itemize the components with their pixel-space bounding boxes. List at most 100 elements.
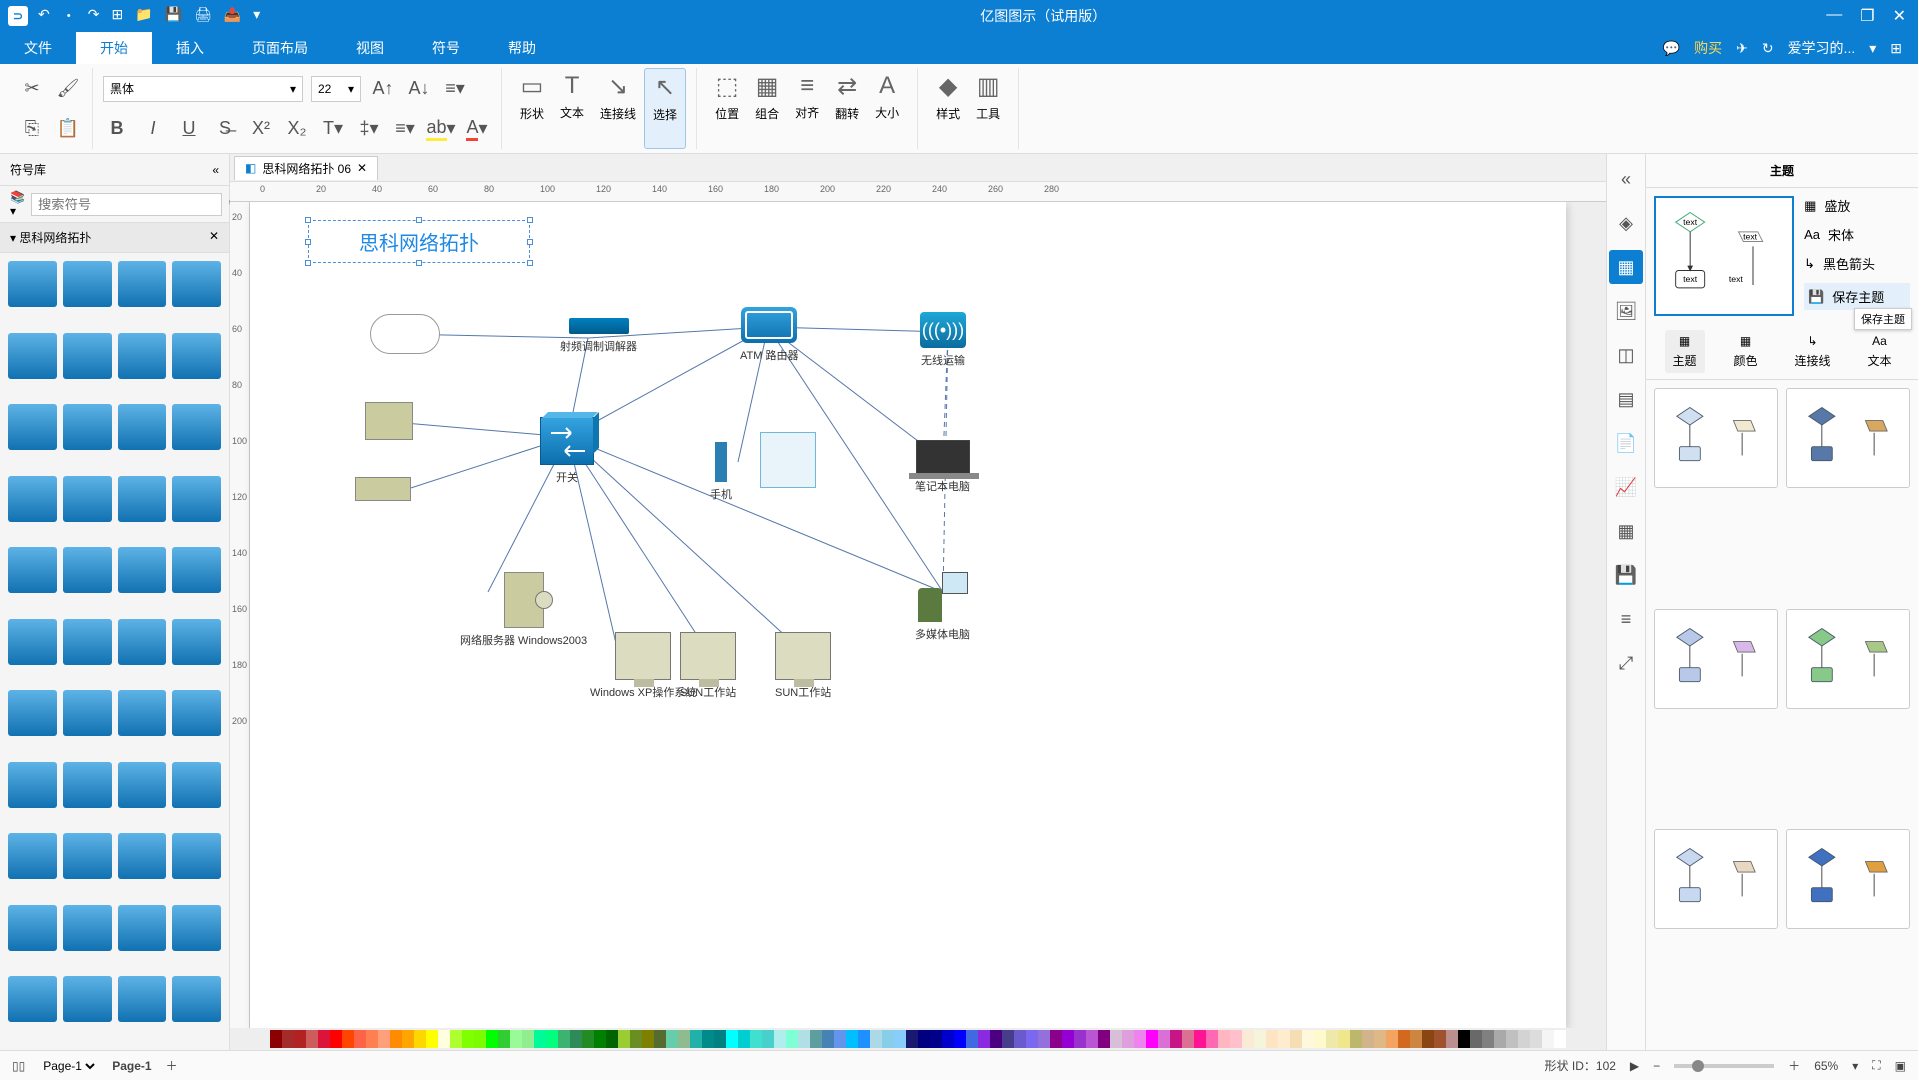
shape-stencil[interactable] [8, 762, 57, 808]
zoom-dropdown-icon[interactable]: ▾ [1852, 1059, 1858, 1073]
palette-swatch[interactable] [798, 1030, 810, 1048]
menu-tab-开始[interactable]: 开始 [76, 32, 152, 64]
right-tool-button[interactable]: 🖼 [1609, 294, 1643, 328]
diagram-node-pc3[interactable]: SUN工作站 [775, 632, 831, 700]
right-tool-button[interactable]: 📈 [1609, 470, 1643, 504]
palette-swatch[interactable] [906, 1030, 918, 1048]
palette-swatch[interactable] [546, 1030, 558, 1048]
canvas[interactable]: 思科网络拓扑 射频调制调解器ATM 路由器(((•)))无线运输开关手机笔记本电… [250, 202, 1566, 1028]
palette-swatch[interactable] [438, 1030, 450, 1048]
palette-swatch[interactable] [966, 1030, 978, 1048]
palette-swatch[interactable] [1050, 1030, 1062, 1048]
palette-swatch[interactable] [618, 1030, 630, 1048]
palette-swatch[interactable] [450, 1030, 462, 1048]
sync-icon[interactable]: ↻ [1762, 40, 1774, 57]
ribbon-对齐[interactable]: ≡对齐 [787, 68, 827, 149]
theme-option-黑色箭头[interactable]: ↳黑色箭头 [1804, 254, 1910, 273]
right-tool-button[interactable]: ▦ [1609, 514, 1643, 548]
shape-stencil[interactable] [8, 905, 57, 951]
palette-swatch[interactable] [1410, 1030, 1422, 1048]
font-grow-icon[interactable]: A↑ [369, 75, 397, 103]
palette-swatch[interactable] [1530, 1030, 1542, 1048]
apps-icon[interactable]: ⊞ [1890, 40, 1902, 57]
cut-icon[interactable]: ✂ [18, 75, 46, 103]
shape-stencil[interactable] [172, 690, 221, 736]
highlight-icon[interactable]: ab▾ [427, 115, 455, 143]
palette-swatch[interactable] [1398, 1030, 1410, 1048]
diagram-node-box2[interactable] [355, 477, 411, 501]
theme-card[interactable] [1786, 609, 1910, 709]
palette-swatch[interactable] [1338, 1030, 1350, 1048]
diagram-node-cube[interactable] [760, 432, 816, 488]
palette-swatch[interactable] [726, 1030, 738, 1048]
palette-swatch[interactable] [918, 1030, 930, 1048]
shape-stencil[interactable] [172, 261, 221, 307]
palette-swatch[interactable] [270, 1030, 282, 1048]
palette-swatch[interactable] [1170, 1030, 1182, 1048]
shape-stencil[interactable] [8, 261, 57, 307]
shape-stencil[interactable] [118, 547, 167, 593]
palette-swatch[interactable] [1434, 1030, 1446, 1048]
diagram-node-pc2[interactable]: SUN工作站 [680, 632, 736, 700]
qat-button[interactable]: 🖨 [194, 6, 212, 26]
shape-stencil[interactable] [8, 547, 57, 593]
palette-swatch[interactable] [1122, 1030, 1134, 1048]
palette-swatch[interactable] [1326, 1030, 1338, 1048]
page-select[interactable]: Page-1 [39, 1058, 98, 1074]
palette-swatch[interactable] [1206, 1030, 1218, 1048]
window-control[interactable]: ✕ [1893, 6, 1906, 26]
palette-swatch[interactable] [1422, 1030, 1434, 1048]
palette-swatch[interactable] [822, 1030, 834, 1048]
palette-swatch[interactable] [1218, 1030, 1230, 1048]
shape-stencil[interactable] [118, 905, 167, 951]
shape-stencil[interactable] [118, 762, 167, 808]
qat-button[interactable]: 📤 [224, 6, 241, 26]
theme-card[interactable] [1786, 829, 1910, 929]
strike-icon[interactable]: S̶ [211, 115, 239, 143]
menu-tab-帮助[interactable]: 帮助 [484, 32, 560, 64]
palette-swatch[interactable] [1182, 1030, 1194, 1048]
palette-swatch[interactable] [1374, 1030, 1386, 1048]
font-name-select[interactable]: 黑体▾ [103, 76, 303, 102]
palette-swatch[interactable] [522, 1030, 534, 1048]
palette-swatch[interactable] [978, 1030, 990, 1048]
align-icon[interactable]: ≡▾ [441, 75, 469, 103]
shape-stencil[interactable] [172, 905, 221, 951]
shape-stencil[interactable] [63, 261, 112, 307]
palette-swatch[interactable] [366, 1030, 378, 1048]
shape-stencil[interactable] [63, 619, 112, 665]
library-icon[interactable]: 📚▾ [10, 190, 25, 218]
shape-stencil[interactable] [118, 333, 167, 379]
zoom-in-icon[interactable]: ＋ [1788, 1057, 1800, 1074]
palette-swatch[interactable] [402, 1030, 414, 1048]
shape-stencil[interactable] [63, 976, 112, 1022]
shape-stencil[interactable] [172, 476, 221, 522]
shape-stencil[interactable] [8, 333, 57, 379]
palette-swatch[interactable] [990, 1030, 1002, 1048]
shape-stencil[interactable] [118, 976, 167, 1022]
palette-swatch[interactable] [1458, 1030, 1470, 1048]
diagram-node-wifi[interactable]: (((•)))无线运输 [920, 312, 966, 368]
symbol-category-header[interactable]: ▾ 思科网络拓扑 ✕ [0, 222, 229, 253]
palette-swatch[interactable] [390, 1030, 402, 1048]
palette-swatch[interactable] [1506, 1030, 1518, 1048]
play-icon[interactable]: ▶ [1630, 1059, 1639, 1073]
ribbon-位置[interactable]: ⬚位置 [707, 68, 747, 149]
shape-stencil[interactable] [8, 476, 57, 522]
palette-swatch[interactable] [1482, 1030, 1494, 1048]
fullscreen-icon[interactable]: ▣ [1895, 1059, 1906, 1073]
palette-swatch[interactable] [1158, 1030, 1170, 1048]
shape-stencil[interactable] [63, 905, 112, 951]
menu-tab-视图[interactable]: 视图 [332, 32, 408, 64]
ribbon-组合[interactable]: ▦组合 [747, 68, 787, 149]
shape-stencil[interactable] [63, 833, 112, 879]
shape-stencil[interactable] [63, 476, 112, 522]
user-name[interactable]: 爱学习的... [1788, 38, 1856, 58]
copy-icon[interactable]: ⎘ [18, 115, 46, 143]
palette-swatch[interactable] [1266, 1030, 1278, 1048]
palette-swatch[interactable] [834, 1030, 846, 1048]
palette-swatch[interactable] [1098, 1030, 1110, 1048]
shape-stencil[interactable] [172, 762, 221, 808]
palette-swatch[interactable] [738, 1030, 750, 1048]
palette-swatch[interactable] [510, 1030, 522, 1048]
